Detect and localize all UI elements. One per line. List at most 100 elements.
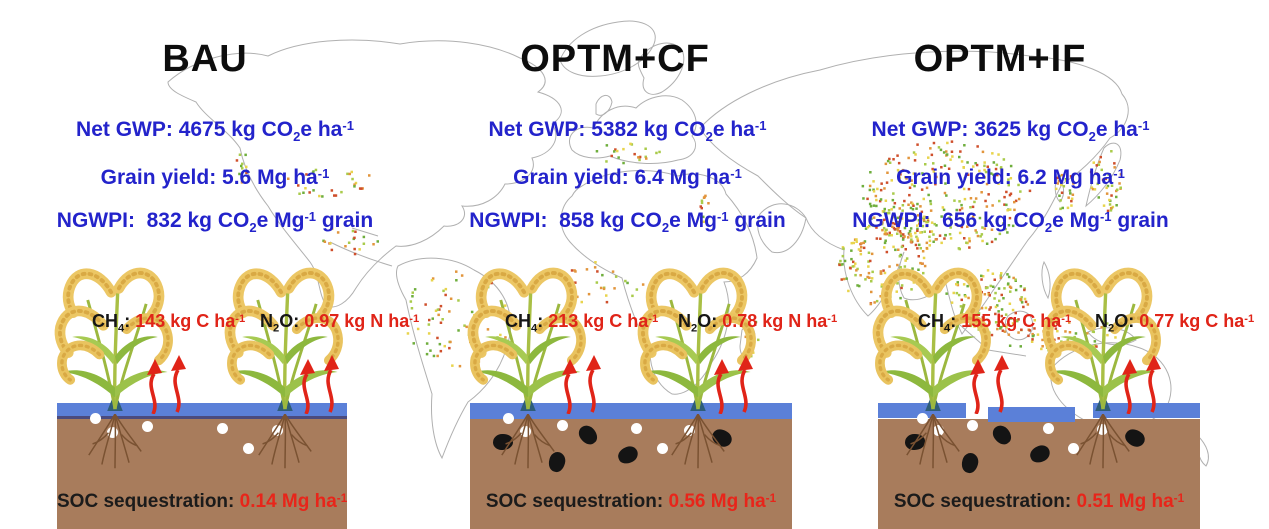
rice-area-pixel <box>893 228 897 231</box>
rice-area-pixel <box>1023 297 1027 301</box>
rice-area-pixel <box>891 215 895 219</box>
rice-area-pixel <box>1011 224 1015 228</box>
rice-area-pixel <box>988 294 991 297</box>
rice-area-pixel <box>892 158 895 161</box>
rice-area-pixel <box>1056 182 1059 185</box>
ngwpi-text: NGWPI: 656 kg CO2e Mg-1 grain <box>852 209 1169 236</box>
rice-area-pixel <box>1092 330 1095 334</box>
rice-area-pixel <box>616 149 619 153</box>
rice-area-pixel <box>593 266 597 269</box>
rice-area-pixel <box>955 208 958 212</box>
rice-area-pixel <box>585 268 589 271</box>
rice-area-pixel <box>969 206 972 209</box>
rice-area-pixel <box>499 333 502 337</box>
rice-area-pixel <box>1108 173 1111 176</box>
soc-sequestration-optm-if: SOC sequestration: 0.51 Mg ha-1 <box>878 491 1200 513</box>
rice-area-pixel <box>861 184 865 188</box>
rice-area-pixel <box>910 183 914 186</box>
rice-area-pixel <box>999 166 1003 169</box>
rice-area-pixel <box>901 168 905 172</box>
rice-area-pixel <box>1095 172 1098 175</box>
rice-area-pixel <box>436 354 439 358</box>
rice-area-pixel <box>857 248 861 251</box>
rice-area-pixel <box>940 166 943 169</box>
rice-area-pixel <box>852 241 855 245</box>
rice-area-pixel <box>1106 322 1109 325</box>
roots-illustration <box>488 414 568 472</box>
rice-area-pixel <box>449 297 453 300</box>
rice-area-pixel <box>580 300 583 304</box>
rice-area-pixel <box>916 229 919 232</box>
rice-area-pixel <box>699 205 702 208</box>
rice-area-pixel <box>975 231 978 234</box>
rice-area-pixel <box>949 226 952 229</box>
rice-area-pixel <box>899 173 902 176</box>
rice-area-pixel <box>1116 188 1119 191</box>
rice-area-pixel <box>887 209 891 212</box>
rice-area-pixel <box>966 173 970 176</box>
rice-area-pixel <box>1004 227 1007 231</box>
rice-area-pixel <box>1071 193 1075 196</box>
rice-area-pixel <box>1008 344 1012 347</box>
rice-area-pixel <box>855 238 858 241</box>
rice-area-pixel <box>994 237 997 241</box>
rice-area-pixel <box>916 237 919 240</box>
rice-area-pixel <box>930 230 934 233</box>
rice-area-pixel <box>298 192 301 195</box>
rice-area-pixel <box>903 199 906 203</box>
rice-area-pixel <box>1009 192 1013 195</box>
rice-area-pixel <box>427 323 431 326</box>
rice-area-pixel <box>1060 173 1064 177</box>
rice-area-pixel <box>944 234 947 237</box>
rice-area-pixel <box>631 294 634 298</box>
rice-area-pixel <box>850 249 853 252</box>
rice-area-pixel <box>868 224 871 228</box>
rice-area-pixel <box>895 290 898 293</box>
rice-area-pixel <box>434 309 438 312</box>
rice-area-pixel <box>984 199 987 203</box>
gas-emission-arrows <box>296 340 354 414</box>
rice-area-pixel <box>641 283 645 286</box>
rice-area-pixel <box>892 205 896 209</box>
rice-area-pixel <box>1055 322 1059 325</box>
rice-area-pixel <box>1013 319 1016 323</box>
rice-area-pixel <box>1064 330 1067 333</box>
rice-area-pixel <box>911 202 914 206</box>
rice-area-pixel <box>926 220 929 224</box>
rice-area-pixel <box>916 227 919 231</box>
rice-area-pixel <box>840 278 843 281</box>
rice-area-pixel <box>1068 321 1071 324</box>
rice-area-pixel <box>909 206 913 210</box>
rice-area-pixel <box>860 246 863 249</box>
rice-area-pixel <box>925 186 929 190</box>
rice-area-pixel <box>1019 190 1022 193</box>
rice-area-pixel <box>605 144 609 147</box>
rice-area-pixel <box>928 239 932 243</box>
rice-area-pixel <box>896 229 900 232</box>
rice-area-pixel <box>1009 317 1013 320</box>
rice-area-pixel <box>972 165 975 168</box>
rice-area-pixel <box>1068 331 1072 334</box>
gas-emission-arrows <box>710 340 768 414</box>
rice-area-pixel <box>914 153 917 156</box>
rice-area-pixel <box>1095 164 1098 167</box>
rice-area-pixel <box>1060 191 1064 194</box>
rice-area-pixel <box>1109 209 1113 212</box>
rice-area-pixel <box>893 222 897 226</box>
rice-area-pixel <box>990 333 994 337</box>
rice-area-pixel <box>854 273 857 277</box>
rice-area-pixel <box>967 296 970 300</box>
rice-area-pixel <box>1056 329 1059 333</box>
rice-area-pixel <box>935 224 938 227</box>
rice-area-pixel <box>986 165 989 168</box>
soc-value: 0.56 Mg ha-1 <box>663 491 777 512</box>
rice-area-pixel <box>968 237 971 240</box>
rice-area-pixel <box>994 167 998 171</box>
rice-area-pixel <box>1030 340 1034 343</box>
rice-area-pixel <box>992 173 995 176</box>
rice-area-pixel <box>883 187 886 190</box>
rice-area-pixel <box>1022 305 1025 309</box>
rice-area-pixel <box>994 312 997 316</box>
rice-area-pixel <box>1059 207 1062 211</box>
